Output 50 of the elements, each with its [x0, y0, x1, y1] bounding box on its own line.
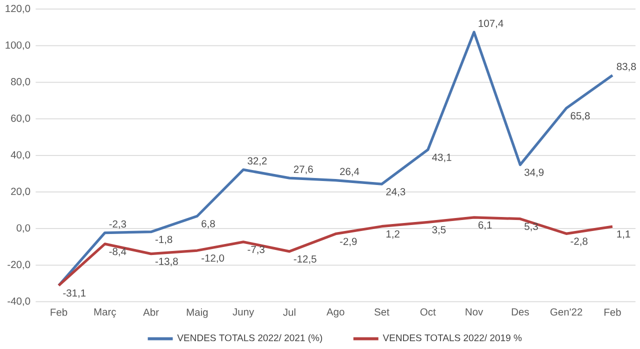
- x-tick-label: Ago: [326, 308, 344, 318]
- data-label: 83,8: [616, 62, 636, 72]
- data-label: 43,1: [432, 154, 452, 162]
- data-label: 1,1: [617, 230, 630, 239]
- x-tick-label: Jul: [283, 308, 296, 316]
- x-tick-label: Juny: [232, 308, 254, 318]
- y-tick-label: 120,0: [6, 4, 30, 14]
- x-tick-label: Gen'22: [550, 308, 582, 316]
- x-tick-label: Març: [94, 308, 116, 318]
- data-label: 5,3: [524, 222, 538, 232]
- legend-label: VENDES TOTALS 2022/ 2019 %: [382, 334, 522, 342]
- x-tick-label: Nov: [466, 308, 484, 316]
- data-label: 3,5: [432, 226, 446, 235]
- data-label: 1,2: [386, 230, 400, 239]
- data-label: 107,4: [478, 20, 504, 28]
- data-label: 6,8: [202, 220, 215, 228]
- legend-label: VENDES TOTALS 2022/ 2021 (%): [177, 334, 322, 343]
- data-label: 65,8: [570, 112, 590, 121]
- x-tick-label: Oct: [420, 308, 436, 316]
- data-label: 26,4: [340, 168, 360, 176]
- y-tick-label: -40,0: [8, 297, 30, 306]
- data-label: -13,8: [155, 258, 178, 266]
- data-label: -31,1: [63, 289, 86, 298]
- y-tick-label: 80,0: [11, 78, 30, 86]
- data-label: -8,4: [109, 248, 126, 256]
- x-tick-label: Feb: [50, 308, 68, 316]
- y-tick-label: 40,0: [10, 151, 30, 160]
- data-label: 27,6: [294, 166, 313, 174]
- x-tick-label: Des: [512, 308, 529, 316]
- data-label: -12,0: [202, 254, 224, 263]
- data-label: 24,3: [386, 188, 406, 196]
- data-label: -7,3: [248, 246, 264, 254]
- y-tick-label: 100,0: [6, 41, 30, 50]
- x-tick-label: Abr: [143, 308, 159, 316]
- y-tick-label: 20,0: [11, 188, 30, 196]
- data-label: -2,8: [570, 238, 588, 246]
- line-series: [57, 216, 614, 287]
- x-tick-label: Feb: [604, 308, 621, 316]
- data-label: -2,3: [109, 220, 126, 229]
- x-tick-label: Maig: [186, 308, 208, 318]
- data-label: 6,1: [478, 221, 492, 230]
- data-label: -2,9: [340, 238, 357, 246]
- y-tick-label: 60,0: [11, 114, 30, 123]
- data-label: -1,8: [155, 236, 172, 244]
- data-label: 32,2: [248, 157, 267, 166]
- data-label: 34,9: [524, 168, 544, 178]
- y-tick-label: -20,0: [8, 260, 30, 270]
- data-label: -12,5: [294, 255, 316, 264]
- y-tick-label: 0,0: [16, 224, 30, 233]
- x-tick-label: Set: [374, 308, 390, 316]
